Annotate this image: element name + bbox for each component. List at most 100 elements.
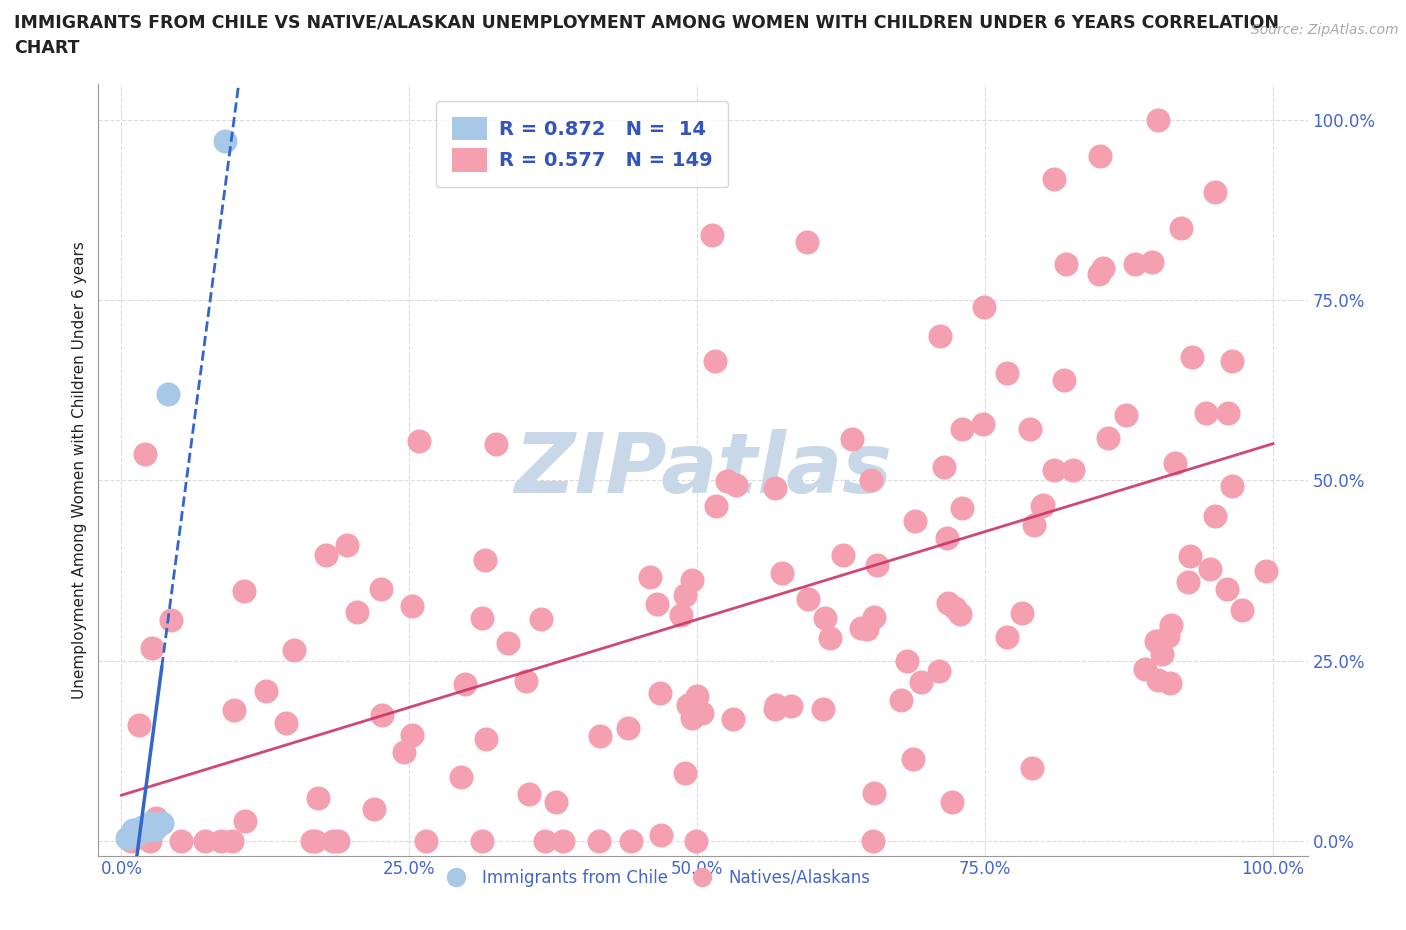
- Point: [589, 728, 612, 743]
- Point: [170, 833, 193, 848]
- Point: [120, 827, 142, 842]
- Text: Source: ZipAtlas.com: Source: ZipAtlas.com: [1251, 23, 1399, 37]
- Point: [903, 752, 925, 767]
- Point: [315, 548, 337, 563]
- Point: [122, 823, 145, 838]
- Point: [301, 833, 323, 848]
- Point: [392, 744, 415, 759]
- Point: [1062, 462, 1084, 477]
- Point: [690, 706, 713, 721]
- Point: [1164, 456, 1187, 471]
- Point: [950, 500, 973, 515]
- Point: [669, 608, 692, 623]
- Point: [254, 684, 277, 698]
- Point: [363, 802, 385, 817]
- Point: [1152, 646, 1174, 661]
- Point: [1123, 257, 1146, 272]
- Point: [139, 833, 162, 848]
- Point: [673, 588, 696, 603]
- Point: [283, 642, 305, 657]
- Point: [832, 547, 855, 562]
- Point: [128, 718, 150, 733]
- Point: [134, 446, 156, 461]
- Point: [336, 538, 359, 552]
- Point: [890, 693, 912, 708]
- Text: CHART: CHART: [14, 39, 80, 57]
- Point: [371, 708, 394, 723]
- Point: [150, 816, 173, 830]
- Point: [471, 611, 494, 626]
- Point: [1195, 405, 1218, 420]
- Point: [209, 833, 232, 848]
- Y-axis label: Unemployment Among Women with Children Under 6 years: Unemployment Among Women with Children U…: [72, 241, 87, 698]
- Point: [765, 698, 787, 712]
- Point: [859, 472, 882, 487]
- Point: [1133, 661, 1156, 676]
- Point: [1218, 405, 1240, 420]
- Legend: Immigrants from Chile, Natives/Alaskans: Immigrants from Chile, Natives/Alaskans: [432, 862, 877, 894]
- Point: [943, 601, 966, 616]
- Point: [995, 366, 1018, 381]
- Point: [973, 299, 995, 314]
- Point: [648, 685, 671, 700]
- Point: [474, 553, 496, 568]
- Point: [818, 631, 841, 645]
- Point: [650, 828, 672, 843]
- Point: [517, 787, 540, 802]
- Point: [307, 791, 329, 806]
- Point: [936, 595, 959, 610]
- Point: [856, 621, 879, 636]
- Point: [1220, 353, 1243, 368]
- Point: [1092, 260, 1115, 275]
- Point: [702, 228, 724, 243]
- Point: [124, 828, 146, 843]
- Point: [233, 583, 256, 598]
- Point: [221, 833, 243, 848]
- Point: [139, 816, 162, 830]
- Point: [128, 825, 150, 840]
- Point: [1024, 518, 1046, 533]
- Point: [851, 620, 873, 635]
- Point: [274, 716, 297, 731]
- Point: [1199, 561, 1222, 576]
- Point: [1019, 422, 1042, 437]
- Point: [401, 599, 423, 614]
- Point: [1180, 549, 1202, 564]
- Point: [763, 480, 786, 495]
- Point: [370, 582, 392, 597]
- Point: [1256, 564, 1278, 578]
- Point: [910, 674, 932, 689]
- Point: [841, 432, 863, 446]
- Point: [1115, 407, 1137, 422]
- Point: [588, 833, 610, 848]
- Point: [1204, 508, 1226, 523]
- Point: [401, 727, 423, 742]
- Point: [704, 498, 727, 513]
- Point: [681, 711, 703, 725]
- Point: [1021, 761, 1043, 776]
- Point: [995, 630, 1018, 644]
- Point: [1232, 603, 1254, 618]
- Point: [1142, 254, 1164, 269]
- Point: [685, 833, 707, 848]
- Point: [159, 612, 181, 627]
- Point: [141, 641, 163, 656]
- Point: [972, 417, 994, 432]
- Point: [1032, 498, 1054, 512]
- Point: [471, 833, 494, 848]
- Point: [620, 833, 643, 848]
- Point: [222, 702, 245, 717]
- Point: [304, 833, 326, 848]
- Point: [813, 702, 835, 717]
- Point: [1053, 372, 1076, 387]
- Point: [193, 833, 215, 848]
- Point: [450, 769, 472, 784]
- Point: [1181, 349, 1204, 364]
- Point: [780, 698, 803, 713]
- Point: [1159, 675, 1181, 690]
- Point: [1011, 605, 1033, 620]
- Point: [1147, 673, 1170, 688]
- Point: [134, 821, 156, 836]
- Point: [814, 610, 837, 625]
- Text: ZIPatlas: ZIPatlas: [515, 429, 891, 511]
